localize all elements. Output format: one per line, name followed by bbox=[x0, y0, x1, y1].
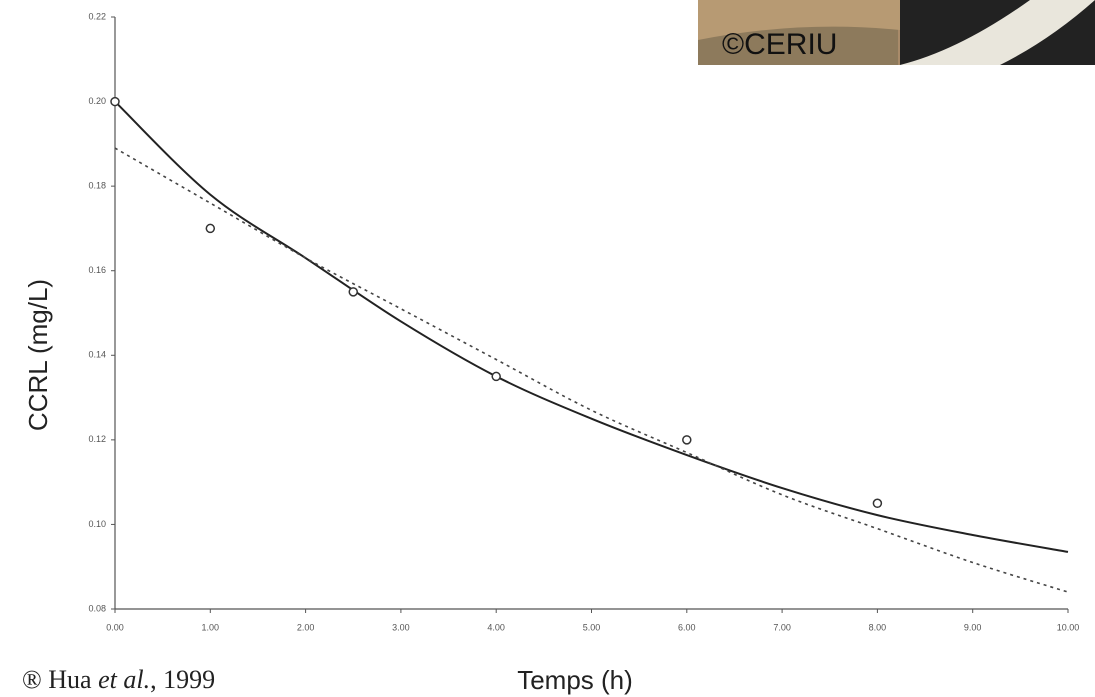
source-part: , 1999 bbox=[150, 665, 215, 694]
source: ® Hua et al., 1999 bbox=[22, 665, 215, 694]
data-point bbox=[110, 96, 120, 107]
x-tick-label: 4.00 bbox=[487, 622, 505, 632]
y-axis-label: CCRL (mg/L) bbox=[23, 279, 53, 431]
x-tick-label: 3.00 bbox=[392, 622, 410, 632]
data-point bbox=[872, 498, 883, 509]
x-tick-label: 8.00 bbox=[869, 622, 887, 632]
y-tick-label: 0.10 bbox=[88, 519, 106, 529]
x-tick-label: 5.00 bbox=[583, 622, 601, 632]
data-point bbox=[348, 287, 358, 297]
photo bbox=[698, 0, 1095, 65]
x-tick-label: 2.00 bbox=[297, 622, 315, 632]
source-part: et al. bbox=[98, 665, 150, 694]
watermark: ©CERIU bbox=[722, 28, 837, 61]
fit-line bbox=[114, 100, 1069, 553]
y-tick-label: 0.16 bbox=[88, 265, 106, 275]
y-tick-label: 0.08 bbox=[88, 603, 106, 613]
data-point bbox=[491, 371, 501, 382]
source-part: ® Hua bbox=[22, 665, 98, 694]
y-tick-label: 0.18 bbox=[88, 181, 106, 191]
data-point bbox=[682, 435, 692, 445]
x-axis-label: Temps (h) bbox=[517, 665, 633, 695]
x-tick-label: 1.00 bbox=[202, 622, 220, 632]
y-tick-label: 0.22 bbox=[88, 11, 106, 21]
x-tick-label: 6.00 bbox=[678, 622, 696, 632]
y-tick-label: 0.12 bbox=[88, 434, 106, 444]
data-point bbox=[205, 223, 216, 234]
y-tick-label: 0.14 bbox=[88, 350, 106, 360]
x-tick-label: 10.00 bbox=[1057, 622, 1080, 632]
x-tick-label: 0.00 bbox=[106, 622, 124, 632]
x-tick-label: 9.00 bbox=[964, 622, 982, 632]
fit-line-dotted bbox=[114, 147, 1069, 593]
y-tick-label: 0.20 bbox=[88, 96, 106, 106]
x-tick-label: 7.00 bbox=[773, 622, 791, 632]
